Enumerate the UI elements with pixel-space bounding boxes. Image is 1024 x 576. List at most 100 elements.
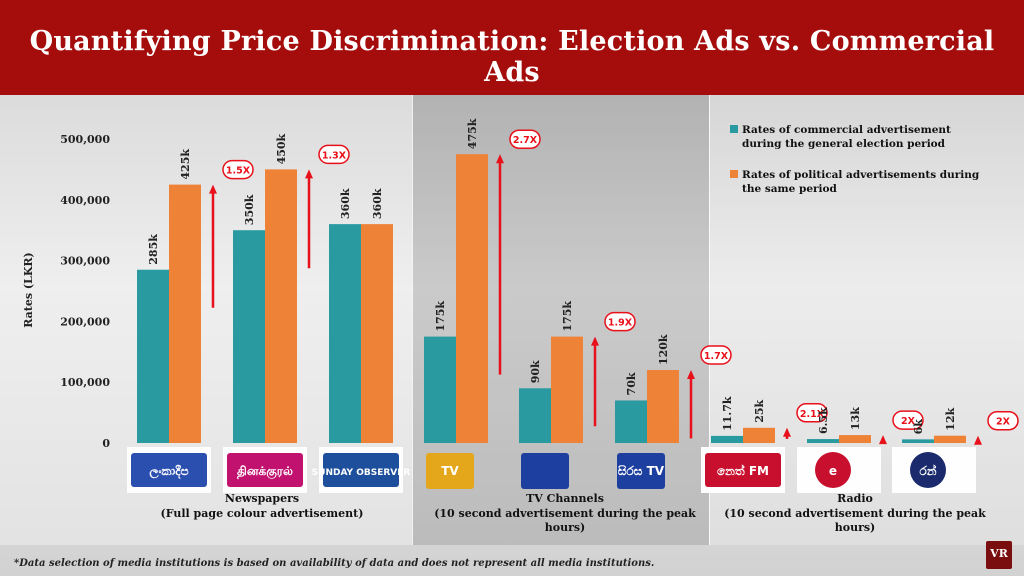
media-logo [617,453,665,489]
category-sublabel: (10 second advertisement during the peak [724,507,986,520]
data-label: 450k [275,133,288,164]
media-logo [815,452,851,488]
category-label: TV Channels [526,492,604,505]
bar-political [647,370,679,443]
bar-political [456,154,488,443]
data-label: 175k [434,301,447,332]
media-logo-text: සිරස TV [618,464,665,478]
ratio-label: 2X [901,416,916,427]
bar-commercial [711,435,743,443]
bar-commercial [519,388,551,443]
media-logo-text: e [829,464,837,478]
ratio-badge [604,311,636,332]
category-sublabel: (Full page colour advertisement) [161,507,364,520]
ratio-arrowhead [687,370,695,380]
ratio-badge [700,345,732,365]
section-divider [412,95,413,545]
data-label: 285k [147,234,160,265]
section-divider [709,95,710,545]
ratio-arrowhead [974,435,982,445]
legend-swatch [730,125,738,133]
y-tick-label: 400,000 [60,194,110,207]
brand-badge: VR [986,541,1012,569]
legend-label: the same period [742,183,838,195]
data-label: 6k [912,419,925,435]
page-title: Quantifying Price Discrimination: Electi… [29,26,995,88]
media-logo-text: தினக்குரல் [237,464,293,479]
legend-label: Rates of political advertisements during [742,169,980,181]
bar-commercial [329,224,361,443]
category-label: Radio [837,492,873,505]
ratio-arrowhead [209,184,217,194]
ratio-label: 1.9X [608,318,633,329]
media-logo-text: SUNDAY OBSERVER [312,468,411,478]
y-axis-label: Rates (LKR) [22,252,35,327]
ratio-arrowhead [496,154,504,164]
data-label: 120k [657,334,670,365]
bar-political [265,169,297,443]
y-tick-label: 300,000 [60,255,110,268]
data-label: 11.7k [721,396,734,431]
y-tick-label: 100,000 [60,376,110,389]
media-logo [323,453,399,487]
y-tick-label: 200,000 [60,315,110,328]
legend-label: Rates of commercial advertisement [742,124,951,136]
y-tick-label: 500,000 [60,133,110,146]
ratio-label: 2.7X [513,135,538,146]
media-logo [705,453,781,487]
ratio-label: 1.7X [704,351,729,362]
media-logo [521,453,569,489]
data-label: 425k [179,149,192,180]
data-label: 360k [371,188,384,219]
data-label: 350k [243,194,256,225]
ratio-label: 2.1X [800,409,825,420]
ratio-label: 1.5X [226,166,251,177]
data-label: 90k [529,360,542,383]
data-label: 25k [753,399,766,422]
ratio-arrowhead [783,427,791,437]
ratio-badge [318,144,350,165]
media-logo-text: නෙත් FM [717,464,769,478]
category-label: Newspapers [225,492,299,505]
data-label: 175k [561,301,574,332]
ratio-badge [796,403,828,423]
ratio-badge [509,129,541,149]
y-tick-label: 0 [102,437,110,450]
ratio-arrowhead [879,435,887,445]
bar-political [743,427,775,443]
category-sublabel: hours) [545,521,586,534]
bar-commercial [807,439,839,443]
ratio-arrowhead [591,336,599,346]
bar-political [839,435,871,443]
data-label: 6.5k [817,407,830,434]
bar-political [361,224,393,443]
ratio-badge [892,410,924,430]
media-logo-text: TV [441,464,459,478]
ratio-label: 1.3X [322,150,347,161]
media-logo-text: රන් [920,464,937,478]
ratio-label: 2X [996,417,1011,428]
bar-commercial [137,269,169,443]
bar-commercial [424,336,456,443]
legend-swatch [730,170,738,178]
media-logo [426,453,474,489]
category-sublabel: hours) [835,521,876,534]
ratio-badge [222,159,254,180]
media-logo [227,453,303,487]
data-label: 475k [466,118,479,149]
data-label: 70k [625,372,638,395]
data-label: 13k [849,407,862,430]
data-label: 360k [339,188,352,219]
ratio-badge [987,410,1019,431]
media-logo [910,452,946,488]
legend-label: during the general election period [742,138,946,150]
title-bar: Quantifying Price Discrimination: Electi… [0,0,1024,95]
media-logo [131,453,207,487]
ratio-arrowhead [305,169,313,179]
footnote: *Data selection of media institutions is… [14,558,655,569]
bar-commercial [615,400,647,443]
bar-political [169,184,201,443]
data-label: 12k [944,407,957,430]
media-logo-text: ලංකාදීප [149,464,188,480]
